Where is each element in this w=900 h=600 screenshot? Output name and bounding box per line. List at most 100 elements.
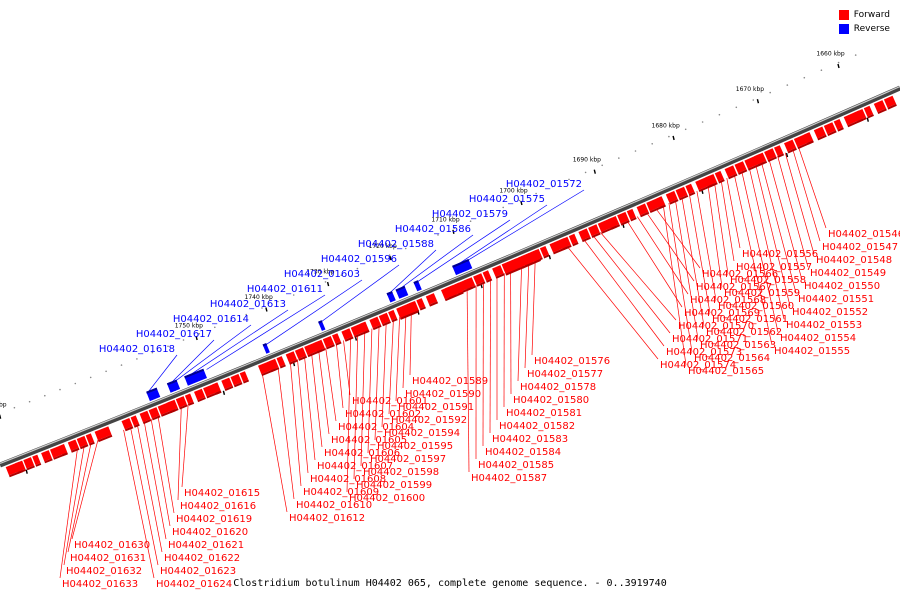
gene-shadow (728, 173, 738, 180)
gene-face (492, 265, 504, 277)
gene-face (774, 145, 784, 156)
scale-dot (701, 121, 704, 123)
gene-shadow (184, 368, 204, 379)
label-connector (646, 212, 695, 282)
gene-face (175, 396, 187, 408)
gene-label: H04402_01582 (499, 421, 575, 432)
scale-dot (803, 76, 806, 79)
gene-shadow (363, 329, 370, 334)
gene-shadow (279, 364, 286, 369)
gene-shadow (97, 434, 113, 443)
gene-feature (148, 407, 161, 421)
gene-feature (212, 382, 222, 395)
gene-shadow (738, 169, 748, 175)
label-connector (414, 219, 511, 285)
gene-feature (559, 236, 572, 251)
gene-shadow (757, 160, 768, 167)
scale-tick (0, 414, 2, 419)
scale-dot (74, 382, 77, 385)
gene-shadow (171, 379, 178, 384)
scale-dot (854, 54, 857, 56)
gene-shadow (461, 260, 467, 264)
gene-label: H04402_01571 (672, 334, 748, 345)
scale-dot (229, 320, 232, 322)
backbone-tick (222, 390, 226, 395)
gene-shadow (837, 127, 844, 132)
label-connector (792, 149, 821, 242)
gene-feature (833, 119, 844, 132)
gene-label: H04402_01603 (284, 269, 360, 280)
label-connector (461, 189, 585, 265)
gene-shadow (142, 419, 152, 425)
gene-feature (626, 208, 637, 222)
gene-label: H04402_01621 (168, 540, 244, 551)
gene-label: H04402_01568 (690, 295, 766, 306)
gene-shadow (188, 401, 195, 406)
label-connector (130, 427, 159, 566)
legend: Forward Reverse (838, 8, 890, 36)
gene-feature (813, 126, 827, 141)
gene-label: H04402_01612 (289, 513, 365, 524)
gene-label: H04402_01611 (247, 284, 323, 295)
gene-face (656, 196, 666, 207)
gene-shadow (233, 382, 243, 388)
gene-feature (518, 249, 541, 269)
gene-face (184, 368, 207, 386)
gene-shadow (316, 348, 326, 354)
scale-tick (389, 255, 392, 261)
gene-shadow (817, 134, 827, 141)
gene-feature (492, 265, 505, 279)
gene-label: H04402_01592 (391, 415, 467, 426)
gene-face (425, 293, 438, 305)
gene-feature (675, 186, 689, 201)
gene-feature (764, 148, 777, 162)
label-connector (325, 347, 337, 422)
scale-tick (195, 335, 198, 341)
scale-dot (261, 307, 263, 309)
label-connector (761, 162, 797, 294)
gene-shadow (486, 278, 493, 283)
gene-face (873, 100, 887, 113)
gene-feature (121, 418, 134, 432)
gene-shadow (80, 444, 89, 450)
gene-label: H04402_01590 (405, 389, 481, 400)
label-connector (626, 220, 683, 308)
gene-label: H04402_01606 (324, 448, 400, 459)
gene-label: H04402_01565 (688, 366, 764, 377)
gene-label: H04402_01566 (702, 269, 778, 280)
gene-feature (322, 336, 335, 350)
gene-label: H04402_01588 (358, 239, 434, 250)
label-connector (755, 165, 791, 307)
scale-tick (672, 135, 675, 141)
gene-shadow (887, 103, 897, 110)
gene-label: H04402_01563 (700, 340, 776, 351)
gene-face (724, 165, 737, 178)
gene-label: H04402_01578 (520, 382, 596, 393)
scale-tick-label: 1750 kbp (175, 323, 203, 330)
label-connector (402, 314, 407, 389)
gene-label: H04402_01560 (718, 301, 794, 312)
gene-shadow (71, 447, 80, 453)
scale-dot (44, 394, 46, 397)
label-connector (171, 324, 252, 384)
gene-face (883, 95, 897, 108)
gene-feature (76, 435, 89, 450)
gene-shadow (224, 385, 234, 391)
label-connector (59, 448, 78, 579)
scale-dot (214, 326, 216, 329)
label-connector (146, 354, 178, 394)
label-connector (63, 445, 85, 566)
gene-feature (873, 100, 887, 114)
figure-caption: Clostridium botulinum H04402 065, comple… (233, 578, 667, 589)
gene-shadow (89, 441, 95, 446)
gene-feature (853, 109, 867, 123)
gene-feature (636, 203, 650, 218)
gene-label: H04402_01583 (492, 434, 568, 445)
gene-shadow (166, 381, 173, 386)
gene-shadow (467, 285, 476, 291)
gene-label: H04402_01620 (172, 527, 248, 538)
gene-shadow (521, 259, 541, 269)
label-connector (346, 337, 351, 493)
scale-dot (182, 339, 185, 341)
legend-forward: Forward (838, 8, 890, 22)
